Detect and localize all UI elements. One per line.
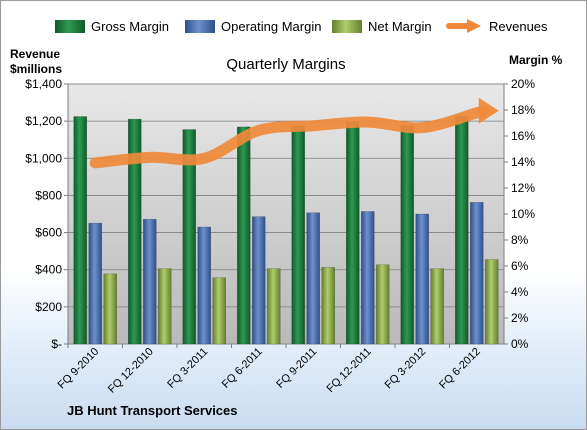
gross-margin-bar (237, 126, 251, 345)
net-margin-bar (103, 273, 117, 345)
gross-margin-bar (346, 121, 360, 345)
left-axis-tick-label: $600 (35, 226, 62, 240)
x-axis-tick-label: FQ 3-2011 (165, 346, 210, 391)
right-axis-tick-label: 12% (511, 181, 535, 195)
left-axis-tick-label: $200 (35, 300, 62, 314)
right-axis: 0% 2% 4% 6% 8% 10% 12% 14% 16% 18% 20% (503, 77, 535, 351)
right-axis-tick-label: 8% (511, 233, 529, 247)
bars (73, 116, 499, 345)
left-axis-tick-label: $1,400 (25, 77, 62, 91)
left-axis-title-line2: $millions (10, 62, 62, 76)
company-footer: JB Hunt Transport Services (67, 403, 238, 418)
legend-item-gross-margin: Gross Margin (55, 19, 169, 34)
operating-margin-bar (143, 218, 157, 345)
x-axis-tick-label: FQ 6-2011 (220, 346, 265, 391)
net-margin-bar (430, 268, 444, 345)
legend-item-net-margin: Net Margin (332, 19, 432, 34)
gross-margin-bar (455, 116, 469, 345)
right-axis-tick-label: 6% (511, 259, 529, 273)
legend-item-revenues: Revenues (446, 19, 548, 34)
net-margin-bar (267, 268, 281, 345)
net-margin-bar (158, 268, 172, 345)
right-axis-tick-label: 16% (511, 129, 535, 143)
x-axis-tick-label: FQ 3-2012 (383, 346, 429, 392)
gross-margin-bar (73, 116, 87, 345)
right-axis-tick-label: 4% (511, 285, 529, 299)
left-axis-tick-label: $400 (35, 263, 62, 277)
gross-margin-bar (182, 129, 196, 345)
x-axis-tick-label: FQ 12-2010 (106, 346, 156, 396)
left-axis-tick-label: $1,200 (25, 114, 62, 128)
right-axis-tick-label: 0% (511, 337, 529, 351)
legend-label-net-margin: Net Margin (368, 19, 432, 34)
operating-margin-bar (361, 211, 375, 345)
chart-title: Quarterly Margins (226, 56, 345, 73)
operating-margin-bar (415, 213, 429, 345)
revenue-arrowhead (478, 97, 499, 124)
x-axis-tick-label: FQ 6-2012 (437, 346, 483, 392)
right-axis-tick-label: 20% (511, 77, 535, 91)
legend-swatch-operating-margin (185, 20, 215, 33)
legend-arrow-revenues (467, 19, 481, 33)
legend: Gross Margin Operating Margin Net Margin… (55, 19, 548, 34)
right-axis-tick-label: 18% (511, 103, 535, 117)
legend-label-revenues: Revenues (489, 19, 548, 34)
net-margin-bar (321, 267, 335, 345)
x-axis-tick-label: FQ 9-2010 (56, 346, 102, 392)
x-axis-tick-label: FQ 9-2011 (274, 346, 319, 391)
right-axis-tick-label: 2% (511, 311, 529, 325)
operating-margin-bar (88, 222, 102, 345)
gross-margin-bar (400, 125, 414, 345)
right-axis-tick-label: 14% (511, 155, 535, 169)
operating-margin-bar (470, 202, 484, 345)
legend-label-operating-margin: Operating Margin (221, 19, 321, 34)
right-axis-tick-label: 10% (511, 207, 535, 221)
legend-item-operating-margin: Operating Margin (185, 19, 321, 34)
right-axis-title: Margin % (509, 53, 563, 67)
net-margin-bar (376, 264, 390, 345)
operating-margin-bar (197, 226, 211, 345)
operating-margin-bar (252, 216, 266, 345)
left-axis-tick-label: $800 (35, 188, 62, 202)
legend-swatch-gross-margin (55, 20, 85, 33)
legend-label-gross-margin: Gross Margin (91, 19, 169, 34)
gross-margin-bar (291, 125, 305, 345)
left-axis-title-line1: Revenue (10, 47, 60, 61)
left-axis-tick-label: $1,000 (25, 151, 62, 165)
operating-margin-bar (306, 212, 320, 345)
gross-margin-bar (128, 118, 142, 345)
left-axis-tick-label: $- (51, 337, 62, 351)
left-axis: $- $200 $400 $600 $800 $1,000 $1,200 $1,400 (25, 77, 69, 351)
legend-swatch-net-margin (332, 20, 362, 33)
net-margin-bar (485, 259, 499, 345)
revenue-line-layer (89, 97, 499, 169)
x-axis: FQ 9-2010 FQ 12-2010 FQ 3-2011 FQ 6-2011 FQ … (56, 344, 483, 396)
net-margin-bar (212, 277, 226, 345)
x-axis-tick-label: FQ 12-2011 (324, 346, 373, 395)
